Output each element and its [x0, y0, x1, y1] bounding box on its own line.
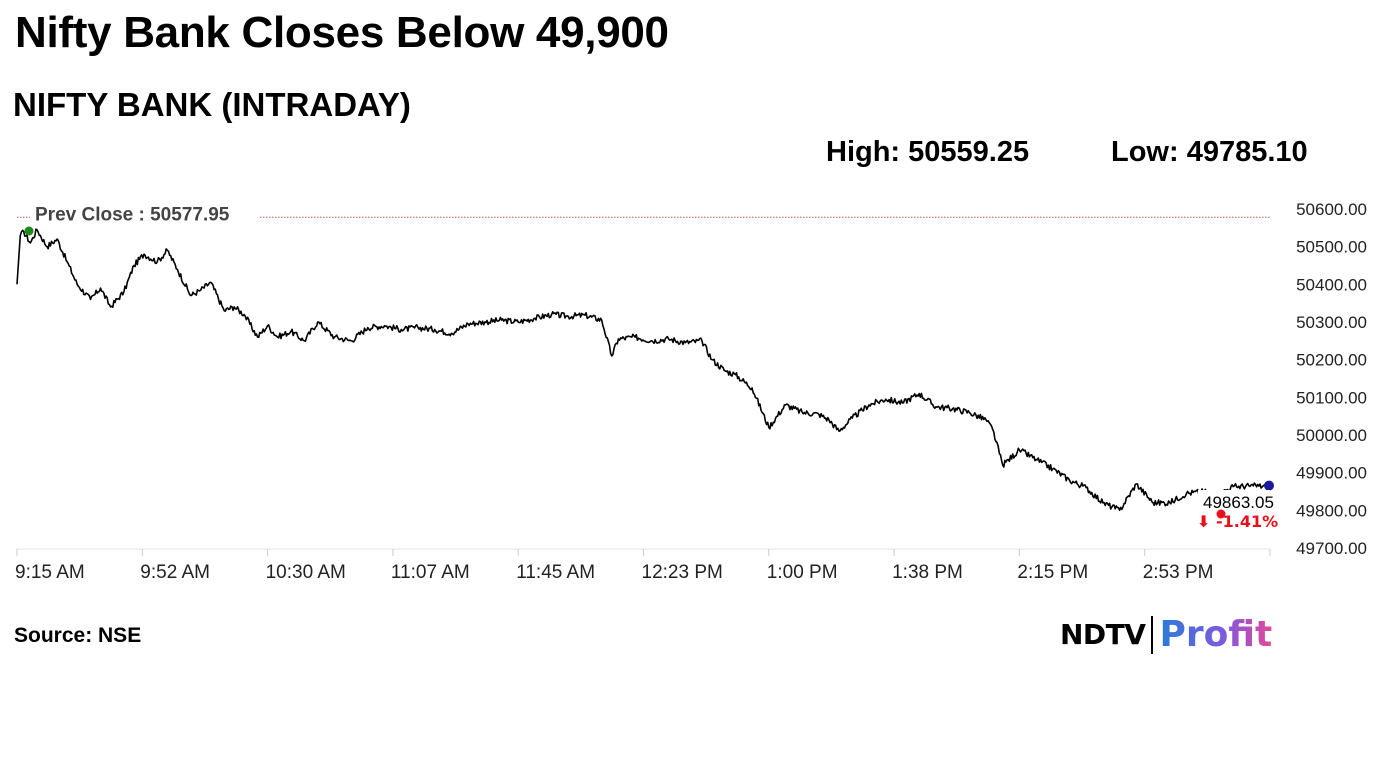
marker-group: 49863.05⬇ -1.41%	[24, 226, 1278, 531]
logo-divider	[1151, 615, 1154, 654]
prev-close-label: Prev Close : 50577.95	[35, 204, 230, 225]
y-tick-label: 49800.00	[1296, 501, 1367, 520]
series-line	[16, 228, 1271, 512]
y-tick-label: 49700.00	[1296, 539, 1367, 558]
x-tick-label: 10:30 AM	[266, 562, 346, 583]
headline: Nifty Bank Closes Below 49,900	[15, 8, 669, 57]
y-tick-label: 50500.00	[1296, 238, 1367, 257]
start-marker	[24, 226, 34, 236]
change-label: ⬇ -1.41%	[1197, 512, 1278, 531]
prev-close-label-bg	[30, 203, 260, 226]
ndtv-wordmark: NDTV	[1060, 618, 1146, 651]
series-group	[16, 228, 1271, 512]
high-stat: High: 50559.25	[826, 136, 1029, 169]
source-note: Source: NSE	[14, 624, 142, 647]
x-tick-label: 9:15 AM	[15, 562, 85, 583]
high-value: 50559.25	[908, 136, 1030, 168]
last-marker	[1264, 480, 1274, 491]
low-value: 49785.10	[1186, 136, 1308, 168]
profit-wordmark: Profit	[1159, 614, 1273, 655]
y-tick-label: 50300.00	[1296, 313, 1367, 332]
y-tick-label: 50200.00	[1296, 351, 1367, 370]
last-value-label: 49863.05	[1203, 493, 1274, 512]
x-tick-label: 1:38 PM	[892, 562, 963, 583]
intraday-line-chart: 50600.00 50500.00 50400.00 50300.00 50200.00…	[15, 200, 1367, 583]
x-tick-label: 1:00 PM	[767, 562, 838, 583]
ndtv-profit-logo: NDTV Profit	[1060, 614, 1272, 656]
y-tick-label: 49900.00	[1296, 464, 1367, 483]
y-tick-label: 50600.00	[1296, 200, 1367, 219]
x-tick-label: 9:52 AM	[140, 562, 210, 583]
y-tick-label: 50100.00	[1296, 388, 1367, 407]
change-dot	[1216, 509, 1226, 519]
x-tick-label: 12:23 PM	[642, 562, 723, 583]
prev-close-group: Prev Close : 50577.95	[17, 203, 1270, 226]
high-label: High:	[826, 136, 901, 168]
x-axis: 9:15 AM 9:52 AM 10:30 AM 11:07 AM 11:45 AM 12…	[15, 548, 1271, 583]
x-tick-label: 11:07 AM	[391, 562, 470, 583]
chart-subheading: NIFTY BANK (INTRADAY)	[13, 86, 411, 123]
x-tick-label: 2:53 PM	[1143, 562, 1214, 583]
x-tick-label: 2:15 PM	[1017, 562, 1088, 583]
last-value-bg	[1198, 490, 1270, 512]
y-tick-label: 50000.00	[1296, 426, 1367, 445]
low-label: Low:	[1111, 136, 1179, 168]
y-tick-label: 50400.00	[1296, 275, 1367, 294]
x-tick-label: 11:45 AM	[516, 562, 595, 583]
low-stat: Low: 49785.10	[1111, 136, 1308, 169]
y-axis: 50600.00 50500.00 50400.00 50300.00 50200.00…	[1296, 200, 1367, 558]
